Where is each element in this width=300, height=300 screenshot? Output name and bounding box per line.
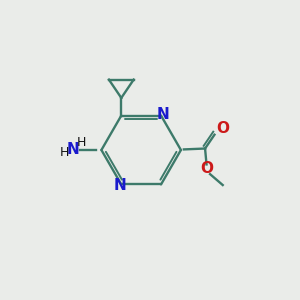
Text: N: N [156,106,169,122]
Text: N: N [67,142,80,158]
Text: H: H [60,146,69,159]
Text: H: H [77,136,86,148]
Text: O: O [216,121,229,136]
Text: O: O [200,161,213,176]
Text: N: N [113,178,126,194]
